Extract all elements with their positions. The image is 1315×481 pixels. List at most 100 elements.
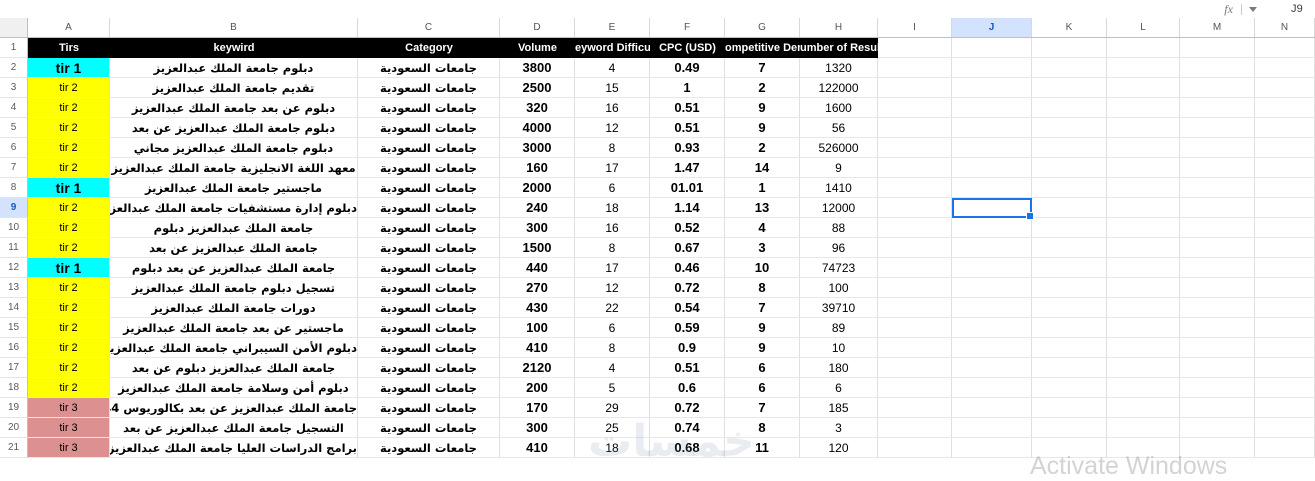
cpc-cell[interactable]: 0.54: [650, 298, 725, 318]
tier-cell[interactable]: tir 2: [28, 278, 110, 298]
empty-cell[interactable]: [1107, 258, 1180, 278]
keyword-cell[interactable]: دبلوم إدارة مستشفيات جامعة الملك عبدالعز…: [110, 198, 358, 218]
category-cell[interactable]: جامعات السعودية: [358, 298, 500, 318]
empty-cell[interactable]: [1032, 118, 1107, 138]
category-cell[interactable]: جامعات السعودية: [358, 358, 500, 378]
keyword-cell[interactable]: برامج الدراسات العليا جامعة الملك عبدالع…: [110, 438, 358, 458]
empty-cell[interactable]: [1032, 38, 1107, 58]
row-header-10[interactable]: 10: [0, 218, 28, 238]
empty-cell[interactable]: [1255, 58, 1315, 78]
empty-cell[interactable]: [1255, 278, 1315, 298]
difficulty-cell[interactable]: 4: [575, 58, 650, 78]
row-header-21[interactable]: 21: [0, 438, 28, 458]
column-header-l[interactable]: L: [1107, 18, 1180, 37]
category-cell[interactable]: جامعات السعودية: [358, 178, 500, 198]
difficulty-cell[interactable]: 16: [575, 98, 650, 118]
empty-cell[interactable]: [878, 98, 952, 118]
empty-cell[interactable]: [1107, 58, 1180, 78]
keyword-cell[interactable]: جامعة الملك عبدالعزيز عن بعد دبلوم: [110, 258, 358, 278]
volume-cell[interactable]: 240: [500, 198, 575, 218]
empty-cell[interactable]: [952, 398, 1032, 418]
empty-cell[interactable]: [1032, 58, 1107, 78]
chevron-down-icon[interactable]: [1248, 6, 1257, 12]
empty-cell[interactable]: [1255, 218, 1315, 238]
empty-cell[interactable]: [1255, 318, 1315, 338]
empty-cell[interactable]: [1180, 438, 1255, 458]
category-cell[interactable]: جامعات السعودية: [358, 138, 500, 158]
results-cell[interactable]: 88: [800, 218, 878, 238]
volume-cell[interactable]: 1500: [500, 238, 575, 258]
empty-cell[interactable]: [952, 58, 1032, 78]
tier-cell[interactable]: tir 2: [28, 78, 110, 98]
results-cell[interactable]: 74723: [800, 258, 878, 278]
cpc-cell[interactable]: 0.9: [650, 338, 725, 358]
empty-cell[interactable]: [1255, 158, 1315, 178]
category-cell[interactable]: جامعات السعودية: [358, 338, 500, 358]
density-cell[interactable]: 7: [725, 58, 800, 78]
empty-cell[interactable]: [878, 158, 952, 178]
keyword-cell[interactable]: دبلوم الأمن السيبراني جامعة الملك عبدالع…: [110, 338, 358, 358]
volume-cell[interactable]: 3000: [500, 138, 575, 158]
empty-cell[interactable]: [952, 298, 1032, 318]
tier-cell[interactable]: tir 2: [28, 118, 110, 138]
difficulty-cell[interactable]: 17: [575, 158, 650, 178]
row-header-16[interactable]: 16: [0, 338, 28, 358]
empty-cell[interactable]: [1180, 318, 1255, 338]
empty-cell[interactable]: [1255, 138, 1315, 158]
results-cell[interactable]: 1600: [800, 98, 878, 118]
row-header-5[interactable]: 5: [0, 118, 28, 138]
table-header-3[interactable]: Volume: [500, 38, 575, 58]
table-header-5[interactable]: CPC (USD): [650, 38, 725, 58]
empty-cell[interactable]: [1107, 338, 1180, 358]
empty-cell[interactable]: [1180, 58, 1255, 78]
keyword-cell[interactable]: دبلوم عن بعد جامعة الملك عبدالعزيز: [110, 98, 358, 118]
cpc-cell[interactable]: 0.72: [650, 398, 725, 418]
empty-cell[interactable]: [952, 138, 1032, 158]
empty-cell[interactable]: [952, 438, 1032, 458]
cpc-cell[interactable]: 01.01: [650, 178, 725, 198]
volume-cell[interactable]: 410: [500, 438, 575, 458]
empty-cell[interactable]: [878, 58, 952, 78]
empty-cell[interactable]: [952, 378, 1032, 398]
results-cell[interactable]: 185: [800, 398, 878, 418]
category-cell[interactable]: جامعات السعودية: [358, 218, 500, 238]
empty-cell[interactable]: [1255, 98, 1315, 118]
table-header-6[interactable]: ompetitive Dens: [725, 38, 800, 58]
row-header-13[interactable]: 13: [0, 278, 28, 298]
select-all-corner[interactable]: [0, 18, 28, 37]
empty-cell[interactable]: [1032, 438, 1107, 458]
empty-cell[interactable]: [878, 318, 952, 338]
tier-cell[interactable]: tir 2: [28, 238, 110, 258]
keyword-cell[interactable]: جامعة الملك عبدالعزيز عن بعد بكالوريوس 1…: [110, 398, 358, 418]
cpc-cell[interactable]: 0.59: [650, 318, 725, 338]
cpc-cell[interactable]: 0.67: [650, 238, 725, 258]
empty-cell[interactable]: [1180, 38, 1255, 58]
table-header-7[interactable]: umber of Result: [800, 38, 878, 58]
empty-cell[interactable]: [1180, 358, 1255, 378]
empty-cell[interactable]: [1107, 198, 1180, 218]
empty-cell[interactable]: [952, 78, 1032, 98]
empty-cell[interactable]: [878, 398, 952, 418]
tier-cell[interactable]: tir 2: [28, 98, 110, 118]
empty-cell[interactable]: [1032, 198, 1107, 218]
tier-cell[interactable]: tir 3: [28, 438, 110, 458]
empty-cell[interactable]: [1180, 98, 1255, 118]
column-header-m[interactable]: M: [1180, 18, 1255, 37]
empty-cell[interactable]: [1180, 398, 1255, 418]
cpc-cell[interactable]: 0.51: [650, 118, 725, 138]
difficulty-cell[interactable]: 5: [575, 378, 650, 398]
row-header-14[interactable]: 14: [0, 298, 28, 318]
volume-cell[interactable]: 430: [500, 298, 575, 318]
density-cell[interactable]: 6: [725, 378, 800, 398]
keyword-cell[interactable]: جامعة الملك عبدالعزيز دبلوم عن بعد: [110, 358, 358, 378]
empty-cell[interactable]: [1255, 118, 1315, 138]
empty-cell[interactable]: [1255, 178, 1315, 198]
density-cell[interactable]: 3: [725, 238, 800, 258]
empty-cell[interactable]: [1255, 78, 1315, 98]
empty-cell[interactable]: [952, 238, 1032, 258]
empty-cell[interactable]: [1180, 378, 1255, 398]
keyword-cell[interactable]: تسجيل دبلوم جامعة الملك عبدالعزيز: [110, 278, 358, 298]
empty-cell[interactable]: [1032, 98, 1107, 118]
empty-cell[interactable]: [952, 198, 1032, 218]
empty-cell[interactable]: [1032, 238, 1107, 258]
